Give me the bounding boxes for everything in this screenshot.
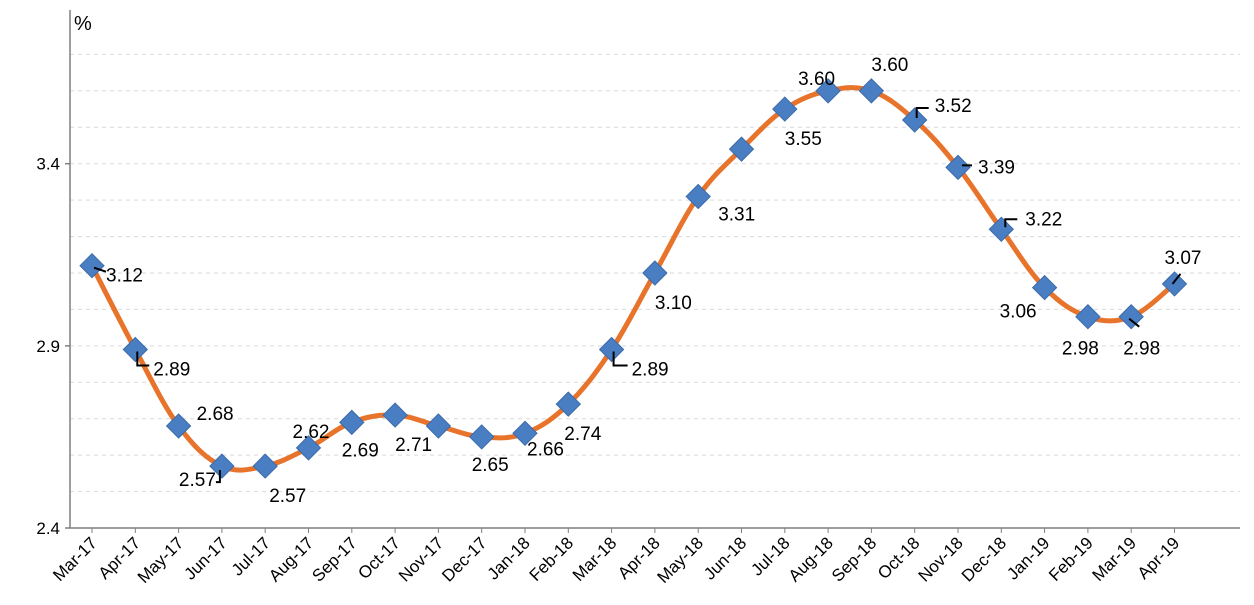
x-tick-label: Nov-17 [395, 533, 447, 585]
data-label: 2.89 [632, 360, 669, 381]
x-tick-label: Oct-18 [874, 533, 924, 583]
data-point-marker [598, 336, 625, 363]
data-point-marker [122, 336, 149, 363]
data-label: 3.10 [655, 293, 692, 314]
y-tick-label: 2.9 [36, 337, 60, 356]
data-label: 2.74 [564, 424, 601, 445]
y-tick-label: 3.4 [36, 155, 60, 174]
x-tick-label: Jun-18 [700, 533, 750, 583]
data-label: 2.62 [293, 422, 330, 443]
data-label-leader [136, 351, 150, 367]
data-point-marker [512, 420, 538, 446]
data-label: 2.65 [472, 455, 509, 476]
data-point-marker [685, 183, 711, 210]
data-point-marker [642, 260, 668, 286]
data-label: 3.06 [1000, 302, 1037, 323]
data-point-marker [772, 96, 798, 122]
data-point-marker [252, 453, 278, 479]
y-axis-unit-label: % [74, 13, 92, 35]
data-label: 3.22 [1025, 209, 1062, 230]
data-label: 3.52 [935, 96, 972, 117]
x-tick-label: Feb-19 [1045, 533, 1097, 585]
data-label-leader [612, 351, 628, 367]
data-label: 3.39 [978, 157, 1015, 178]
x-tick-label: Feb-18 [526, 533, 578, 585]
data-point-marker [945, 154, 971, 181]
x-tick-label: Mar-17 [49, 533, 101, 585]
x-tick-label: Aug-17 [265, 533, 317, 585]
x-tick-label: Dec-18 [958, 533, 1010, 585]
data-point-marker [858, 78, 885, 104]
data-label: 3.31 [718, 205, 755, 226]
data-label: 2.69 [342, 440, 379, 461]
data-label: 2.66 [527, 439, 564, 460]
data-point-marker [988, 216, 1015, 242]
data-label-leader [1004, 218, 1018, 228]
data-point-marker [1075, 304, 1101, 330]
data-label: 3.55 [785, 129, 822, 150]
x-tick-label: Sep-18 [828, 533, 880, 585]
data-point-marker [382, 402, 408, 428]
data-label: 3.07 [1165, 248, 1202, 269]
data-label: 3.60 [798, 69, 835, 90]
data-point-marker [339, 409, 365, 436]
data-point-marker [815, 78, 841, 104]
data-label: 2.57 [179, 470, 216, 491]
data-point-marker [1161, 271, 1188, 297]
data-label: 2.98 [1123, 339, 1160, 360]
data-label-leader [215, 470, 221, 484]
data-label-leader [1171, 273, 1182, 285]
x-tick-label: Oct-17 [354, 533, 404, 583]
data-label: 2.89 [153, 360, 190, 381]
data-point-marker [79, 253, 105, 279]
data-point-marker [1031, 274, 1058, 301]
series-line [89, 85, 1177, 473]
x-tick-label: May-17 [134, 533, 188, 587]
data-point-marker [1118, 304, 1144, 330]
data-point-marker [555, 391, 582, 417]
data-label-leader [1128, 317, 1140, 328]
x-tick-label: Mar-19 [1089, 533, 1141, 585]
data-label: 2.71 [395, 435, 432, 456]
data-label: 2.68 [197, 404, 234, 425]
data-label-leader [93, 266, 107, 273]
x-tick-label: Aug-18 [785, 533, 837, 585]
x-tick-label: May-18 [654, 533, 708, 587]
series-layer [79, 78, 1188, 479]
data-point-marker [901, 107, 928, 133]
y-tick-label: 2.4 [36, 519, 60, 538]
data-point-marker [209, 453, 235, 479]
data-label-leader [915, 107, 929, 118]
label-layer: 3.12 2.89 2.68 2.57 2.57 2.62 2.69 2.71 2.65 2.66… [93, 55, 1202, 507]
data-point-marker [468, 424, 495, 450]
data-label: 3.60 [871, 55, 908, 76]
x-tick-label: Jun-17 [181, 533, 231, 583]
x-tick-label: Dec-17 [438, 533, 490, 585]
x-tick-label: Jan-18 [484, 533, 534, 583]
data-point-marker [425, 413, 452, 439]
data-label: 3.12 [106, 266, 143, 287]
x-tick-label: Jan-19 [1003, 533, 1053, 583]
data-point-marker [295, 435, 322, 461]
data-point-marker [728, 136, 755, 162]
data-point-marker [165, 413, 192, 439]
x-tick-label: Mar-18 [569, 533, 621, 585]
x-tick-label: Nov-18 [915, 533, 967, 585]
data-label: 2.57 [269, 486, 306, 507]
data-label: 2.98 [1062, 339, 1099, 360]
x-tick-label: Sep-17 [308, 533, 360, 585]
x-tick-label: Apr-19 [1134, 533, 1184, 583]
